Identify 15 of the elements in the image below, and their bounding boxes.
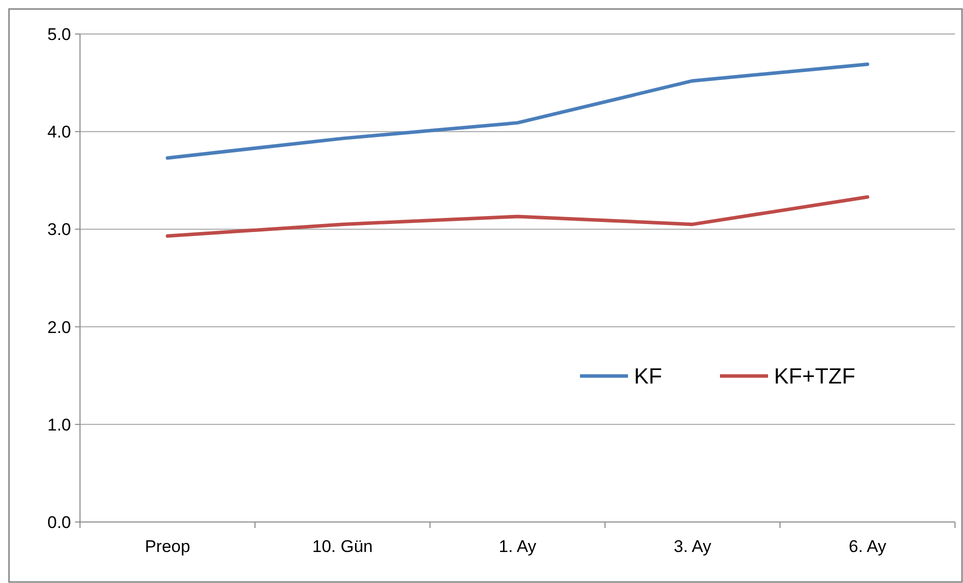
- x-tick-label: Preop: [144, 537, 190, 556]
- legend-label: KF: [634, 364, 662, 389]
- x-tick-label: 3. Ay: [674, 537, 712, 556]
- line-series: [166, 195, 870, 238]
- y-tick-label: 2.0: [47, 318, 71, 337]
- line-series: [166, 62, 870, 160]
- x-tick-label: 6. Ay: [848, 537, 887, 556]
- y-tick-label: 3.0: [47, 220, 71, 240]
- y-tick-label: 5.0: [47, 24, 71, 44]
- x-tick-label: 10. Gün: [312, 537, 373, 556]
- y-tick-label: 0.0: [47, 512, 71, 532]
- y-tick-label: 4.0: [47, 122, 71, 142]
- legend-label: KF+TZF: [774, 364, 856, 389]
- x-tick-label: 1. Ay: [498, 537, 537, 556]
- y-tick-label: 1.0: [47, 415, 71, 434]
